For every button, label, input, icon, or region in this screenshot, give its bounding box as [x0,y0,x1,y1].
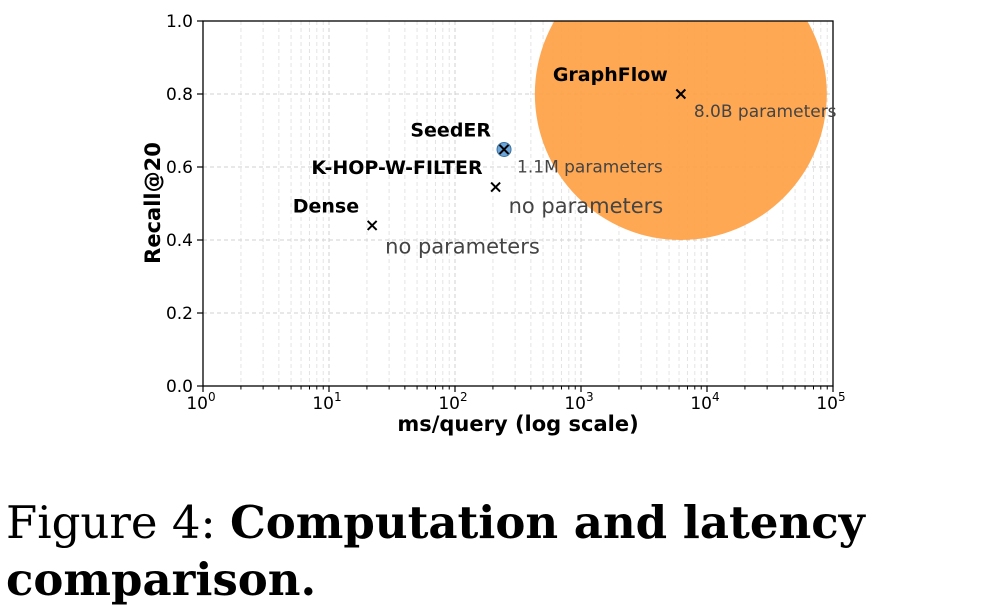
dense-name-label: Dense [293,195,359,217]
y-axis-label: Recall@20 [141,142,165,264]
caption-prefix: Figure 4: [6,496,230,549]
x-tick-label: 101 [312,390,341,414]
x-tick-label: 105 [816,390,845,414]
graphflow-parameters-label: 8.0B parameters [694,102,837,122]
seeder-name-label: SeedER [410,119,491,141]
k-hop-w-filter-parameters-label: no parameters [509,194,664,218]
scatter-chart: 100 101 102 103 104 105 0.0 0.2 0.4 0.6 0.8 1.0 Den… [141,12,846,436]
figure-caption: Figure 4: Computation and latency compar… [6,494,1006,608]
point-labels: Dense no parameters K-HOP-W-FILTER no param… [293,64,837,258]
x-tick-label: 103 [564,390,593,414]
dense-marker [366,220,378,231]
point-markers [366,88,687,231]
y-tick-label: 0.6 [166,158,193,178]
x-axis-label: ms/query (log scale) [397,412,638,436]
k-hop-w-filter-marker [490,181,501,193]
y-tick-label: 0.0 [166,377,193,397]
y-tick-label: 0.2 [166,304,193,324]
plot-frame [202,20,834,387]
caption-title: Computation and latency comparison. [6,496,865,606]
y-tick-label: 0.4 [166,231,193,251]
x-tick-label: 104 [690,390,719,414]
graphflow-name-label: GraphFlow [553,64,668,86]
axis-ticks: 100 101 102 103 104 105 0.0 0.2 0.4 0.6 0.8 1.0 [166,12,846,414]
dense-parameters-label: no parameters [385,234,540,258]
graphflow-bubble [534,21,827,240]
graphflow-marker [675,88,687,100]
y-tick-label: 1.0 [166,12,193,32]
k-hop-w-filter-name-label: K-HOP-W-FILTER [311,157,483,179]
x-tick-label: 100 [186,390,215,414]
y-tick-label: 0.8 [166,85,193,105]
seeder-parameters-label: 1.1M parameters [517,157,663,177]
seeder-marker [498,144,510,155]
x-tick-label: 102 [438,390,467,414]
